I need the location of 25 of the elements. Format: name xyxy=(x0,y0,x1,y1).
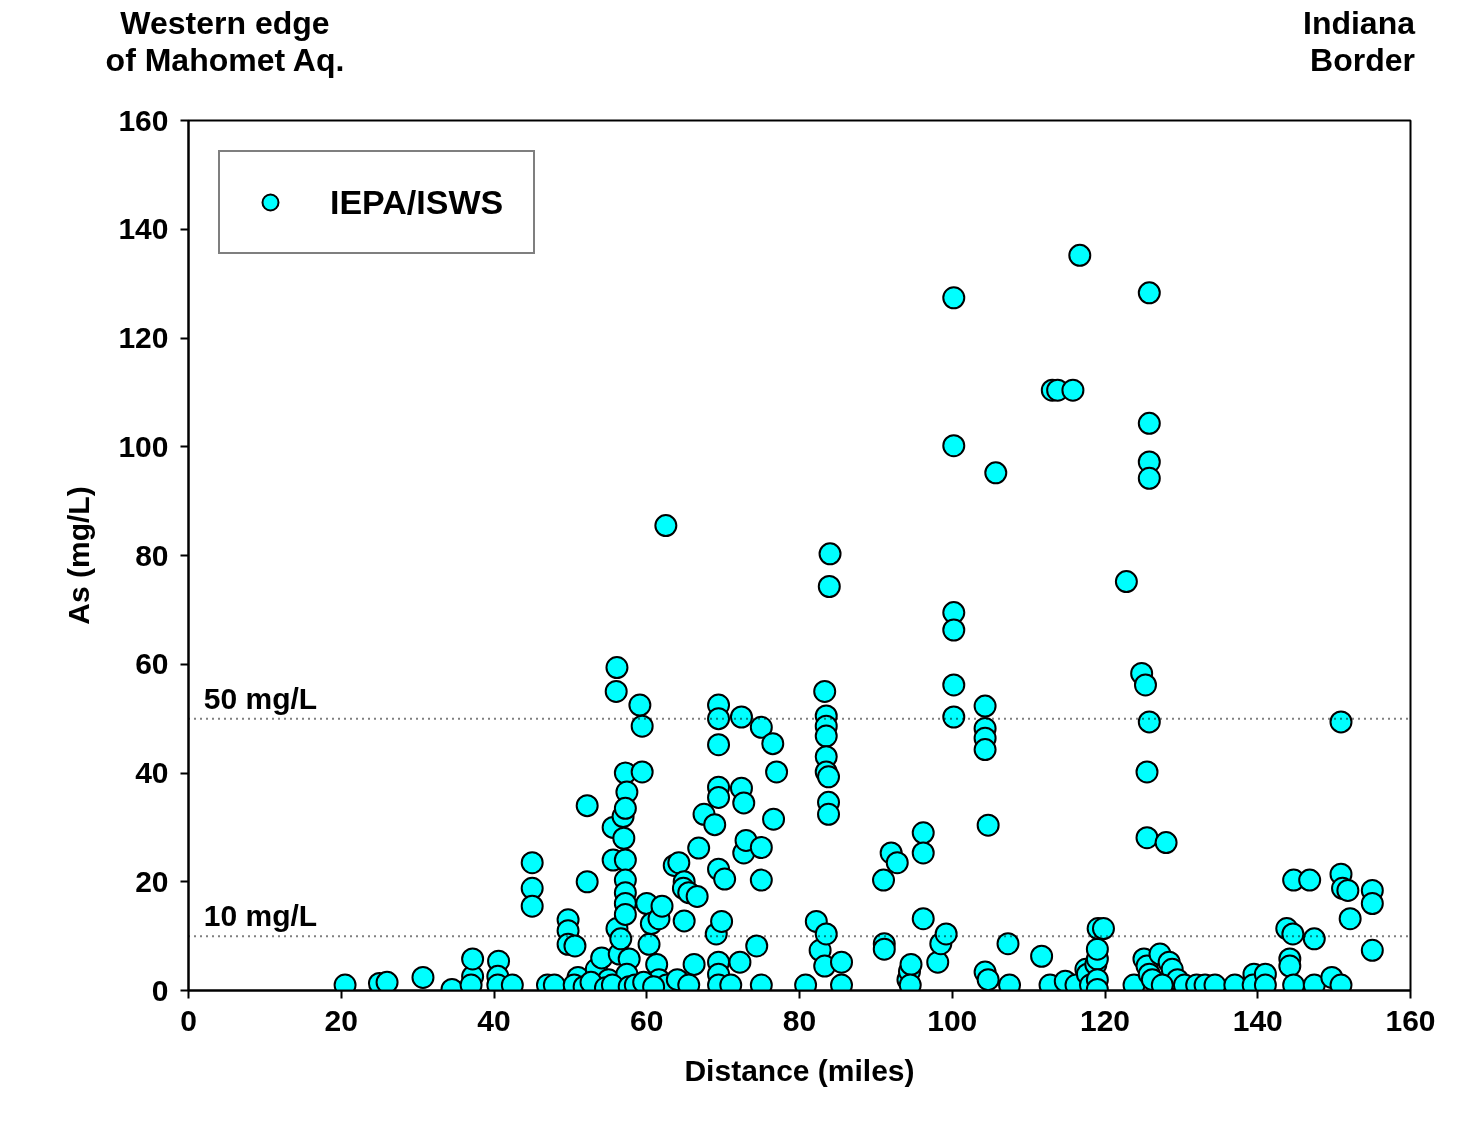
ref-line-label: 50 mg/L xyxy=(203,681,318,715)
y-tick-label: 80 xyxy=(135,538,169,572)
y-tick-label: 20 xyxy=(135,864,169,898)
x-axis-title: Distance (miles) xyxy=(684,1053,915,1087)
x-tick-label: 0 xyxy=(180,1003,197,1037)
y-tick-label: 0 xyxy=(151,973,169,1007)
text: Western edge of Mahomet Aq. xyxy=(105,5,345,79)
y-tick-label: 120 xyxy=(118,321,169,354)
x-tick-label: 100 xyxy=(927,1003,978,1037)
x-tick-label: 40 xyxy=(477,1003,511,1037)
y-tick-label: 40 xyxy=(135,756,169,789)
x-tick-label: 20 xyxy=(324,1003,358,1037)
y-tick-label: 140 xyxy=(118,212,169,246)
text: Indiana Border xyxy=(1302,5,1415,79)
y-tick-label: 160 xyxy=(118,103,169,137)
ref-line-label: 10 mg/L xyxy=(203,899,318,933)
y-axis-title: As (mg/L) xyxy=(62,486,96,625)
x-tick-label: 120 xyxy=(1079,1003,1131,1037)
x-tick-label: 60 xyxy=(630,1003,664,1037)
legend-label: IEPA/ISWS xyxy=(330,182,504,222)
x-tick-label: 140 xyxy=(1232,1003,1283,1037)
x-tick-label: 160 xyxy=(1385,1003,1436,1037)
x-tick-label: 80 xyxy=(782,1003,817,1037)
y-tick-label: 100 xyxy=(118,429,169,463)
y-tick-label: 60 xyxy=(135,647,169,681)
